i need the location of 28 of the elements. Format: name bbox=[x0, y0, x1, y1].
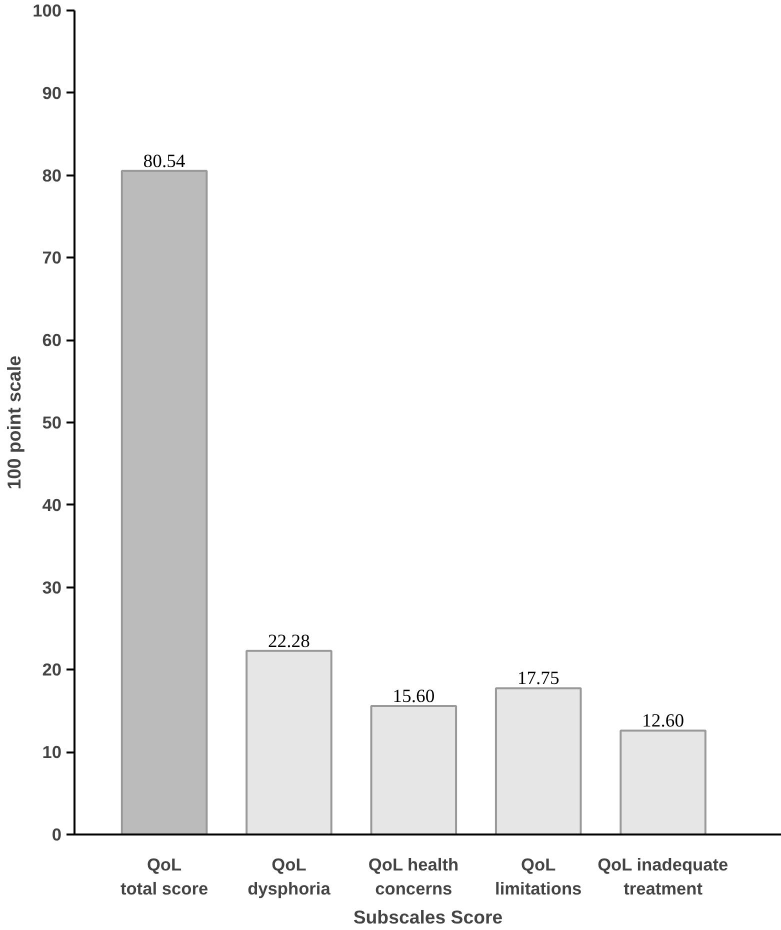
y-tick-label: 90 bbox=[42, 82, 62, 103]
x-tick-label: QoL inadequate treatment bbox=[598, 854, 729, 898]
data-label: 12.60 bbox=[642, 710, 684, 732]
bar bbox=[494, 687, 582, 834]
x-axis-title: Subscales Score bbox=[353, 906, 503, 928]
x-tick-label: QoL dysphoria bbox=[248, 854, 331, 898]
y-tick-label: 100 bbox=[32, 0, 62, 20]
data-label: 17.75 bbox=[517, 668, 560, 690]
bar bbox=[120, 170, 208, 834]
bar bbox=[620, 730, 706, 834]
y-tick-label: 80 bbox=[42, 165, 62, 186]
y-tick-label: 50 bbox=[42, 412, 62, 432]
bar bbox=[246, 650, 332, 834]
y-tick-label: 10 bbox=[42, 742, 62, 762]
y-tick-label: 30 bbox=[42, 577, 62, 598]
y-axis-title: 100 point scale bbox=[4, 356, 25, 490]
data-label: 80.54 bbox=[143, 150, 186, 172]
y-tick-label: 0 bbox=[52, 824, 62, 844]
x-tick-label: QoL limitations bbox=[495, 854, 582, 898]
x-tick-label: QoL health concerns bbox=[368, 854, 459, 898]
y-tick-label: 20 bbox=[42, 660, 62, 680]
data-label: 22.28 bbox=[268, 630, 310, 652]
x-tick-label: QoL total score bbox=[120, 854, 208, 898]
y-tick-label: 70 bbox=[42, 248, 62, 268]
bar bbox=[370, 704, 458, 834]
y-tick-label: 60 bbox=[42, 330, 62, 350]
y-tick-label: 40 bbox=[42, 494, 62, 515]
data-label: 15.60 bbox=[392, 686, 435, 707]
